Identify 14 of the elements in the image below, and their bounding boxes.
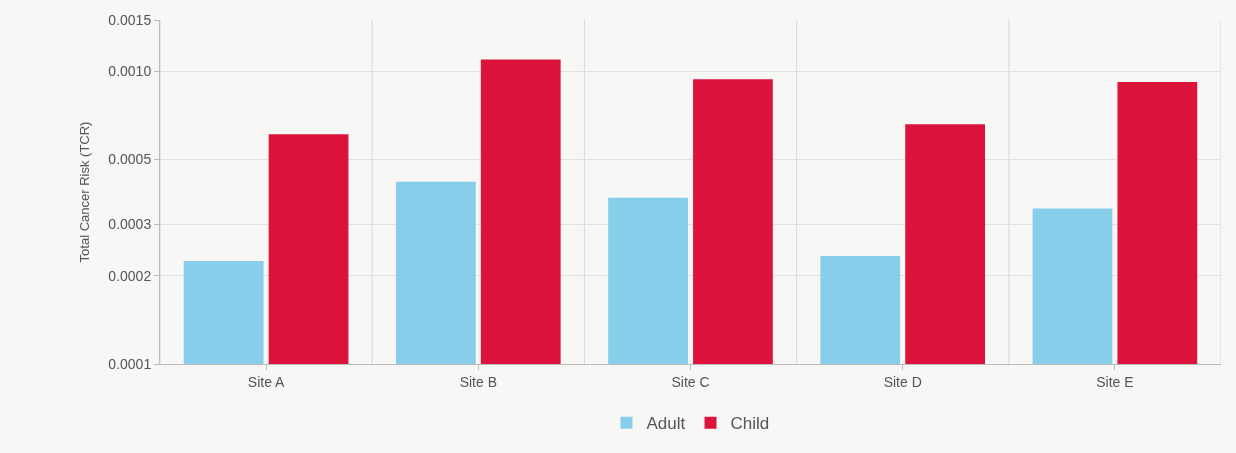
y-tick-label: 0.0005 [108, 151, 152, 168]
x-tick-label: Site C [671, 373, 710, 390]
x-tick-label: Site D [883, 373, 922, 390]
legend-label: Child [730, 414, 770, 434]
x-tick-label: Site E [1096, 373, 1134, 390]
y-tick-label: 0.0010 [108, 63, 152, 80]
y-tick-label: 0.0015 [108, 11, 152, 28]
x-tick-label: Site A [247, 373, 286, 390]
y-tick-label: 0.0001 [108, 355, 152, 372]
y-tick-label: 0.0002 [108, 267, 152, 284]
y-tick-label: 0.0003 [108, 216, 152, 233]
x-tick-label: Site B [459, 373, 497, 390]
y-axis-title: Total Cancer Risk (TCR) [77, 121, 93, 263]
legend-label: Adult [646, 414, 686, 434]
